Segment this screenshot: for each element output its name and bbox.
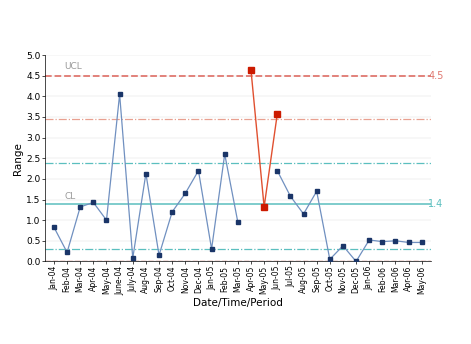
Text: Figure 3: Falls per 1,000 Patient Days: Figure 3: Falls per 1,000 Patient Days — [5, 14, 287, 27]
Text: 1.4: 1.4 — [428, 198, 444, 209]
X-axis label: Date/Time/Period: Date/Time/Period — [193, 298, 283, 308]
Y-axis label: Range: Range — [14, 142, 24, 175]
Text: UCL: UCL — [65, 62, 82, 71]
Text: 4.5: 4.5 — [428, 71, 444, 81]
Text: CL: CL — [65, 192, 76, 201]
